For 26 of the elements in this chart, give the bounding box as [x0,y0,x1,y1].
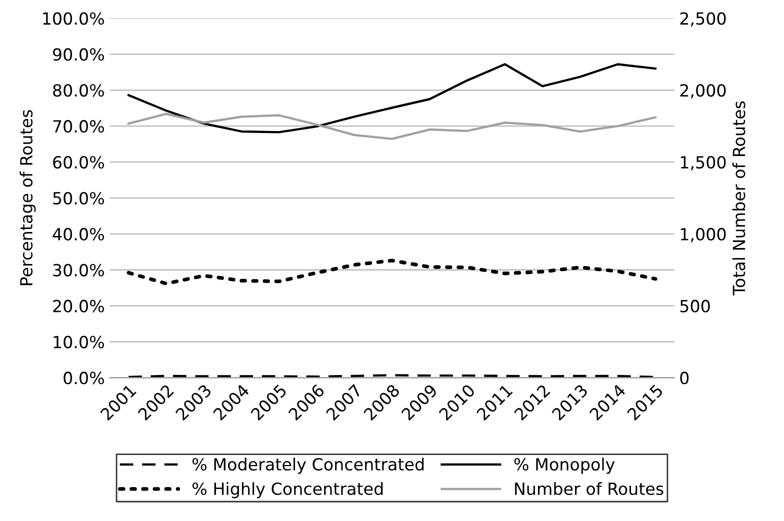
y-tick-label: 10.0% [54,336,104,348]
y-axis-title: Percentage of Routes [20,110,36,286]
line-series [127,63,657,134]
y-tick-label: 80.0% [53,84,104,97]
y-tick-label: 90.0% [53,48,104,61]
y-tick-label: 100.0% [43,12,104,25]
y-tick-label: 70.0% [53,120,104,133]
y-tick-label: 40.0% [52,228,104,240]
legend-label: % Highly Concentrated [192,482,383,498]
legend-label: % Monopoly [514,458,615,474]
y-tick-label: 0.0% [64,372,104,384]
y2-tick-label: 1,500 [680,156,726,170]
y-tick-label: 30.0% [53,264,104,276]
y2-tick-label: 1,000 [680,228,726,242]
y2-axis-title: Total Number of Routes [732,101,746,296]
y2-tick-label: 0 [680,372,689,384]
y2-tick-label: 2,000 [680,84,726,98]
line-series [126,258,658,286]
y-tick-label: 60.0% [53,156,104,169]
y2-tick-label: 500 [680,300,710,312]
legend-label: % Moderately Concentrated [192,458,424,474]
legend-label: Number of Routes [515,482,664,496]
y2-tick-label: 2,500 [680,12,726,27]
y-tick-label: 20.0% [53,300,104,312]
y-tick-label: 50.0% [53,192,104,205]
line-series [127,112,657,140]
